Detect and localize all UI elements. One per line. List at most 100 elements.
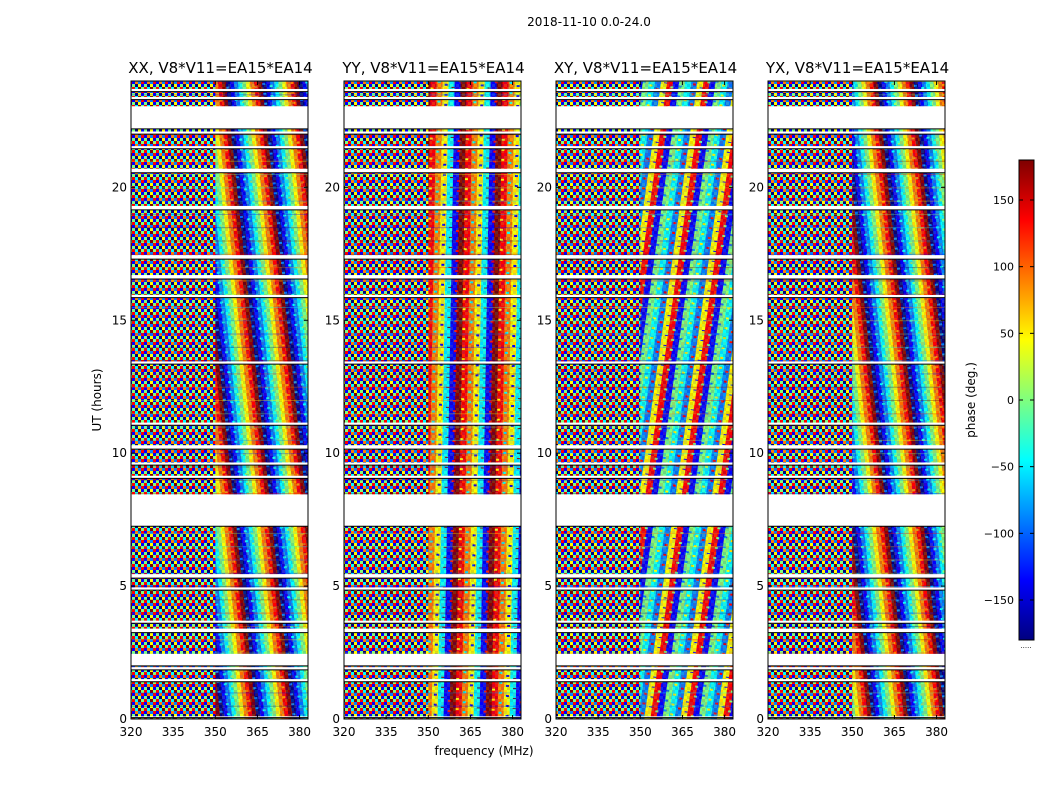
x-tick-label: 320 <box>120 725 143 739</box>
colorbar-tick-label: −150 <box>984 594 1014 607</box>
flagged-gap <box>344 146 521 149</box>
colorbar-tick-label: 0 <box>1007 394 1014 407</box>
flagged-gap <box>556 587 733 591</box>
flagged-gap <box>344 653 521 666</box>
figure-title: 2018-11-10 0.0-24.0 <box>527 15 651 29</box>
phase-image-yx <box>768 81 945 719</box>
flagged-gap <box>556 131 733 135</box>
panel-yy: YY, V8*V11=EA15*EA14 320 335 350 365 380 0 5 10 1… <box>325 59 525 739</box>
flagged-gap <box>556 494 733 527</box>
x-tick-label: 380 <box>713 725 736 739</box>
flagged-gap <box>768 422 945 426</box>
flagged-gap <box>131 620 308 624</box>
colorbar-footer: ..... <box>1020 642 1031 650</box>
flagged-gap <box>768 255 945 260</box>
flagged-gap <box>768 679 945 682</box>
x-tick-label: 380 <box>501 725 524 739</box>
flagged-gap <box>556 716 733 718</box>
flagged-gap <box>556 628 733 633</box>
flagged-gap <box>556 574 733 579</box>
flagged-gap <box>556 462 733 466</box>
flagged-gap <box>556 445 733 450</box>
flagged-gap <box>131 255 308 260</box>
x-tick-label: 350 <box>841 725 864 739</box>
y-tick-label: 0 <box>756 712 764 726</box>
flagged-gap <box>768 628 945 633</box>
x-tick-label: 380 <box>288 725 311 739</box>
colorbar-tick-label: −100 <box>984 527 1014 540</box>
flagged-gap <box>768 494 945 527</box>
x-tick-label: 350 <box>204 725 227 739</box>
panel-title-xy: XY, V8*V11=EA15*EA14 <box>554 59 737 77</box>
flagged-gap <box>556 88 733 92</box>
flagged-gap <box>344 131 521 135</box>
flagged-gap <box>344 96 521 100</box>
flagged-gap <box>344 620 521 624</box>
flagged-gap <box>556 653 733 666</box>
flagged-gap <box>768 205 945 210</box>
flagged-gap <box>768 106 945 129</box>
flagged-gap <box>556 679 733 682</box>
flagged-gap <box>344 494 521 527</box>
flagged-gap <box>344 587 521 591</box>
y-tick-label: 10 <box>537 446 552 460</box>
flagged-gap <box>131 275 308 280</box>
flagged-gap <box>768 88 945 92</box>
flagged-gap <box>344 361 521 365</box>
y-tick-label: 10 <box>112 446 127 460</box>
flagged-gap <box>556 106 733 129</box>
flagged-gap <box>344 667 521 670</box>
flagged-gap <box>344 574 521 579</box>
colorbar-label: phase (deg.) <box>964 362 978 438</box>
flagged-gap <box>344 679 521 682</box>
colorbar: −150 −100 −50 0 50 100 150 <box>984 159 1035 641</box>
flagged-gap <box>556 294 733 298</box>
flagged-gap <box>131 494 308 527</box>
flagged-gap <box>768 475 945 479</box>
panel-title-yy: YY, V8*V11=EA15*EA14 <box>341 59 524 77</box>
x-tick-label: 320 <box>545 725 568 739</box>
flagged-gap <box>556 275 733 280</box>
flagged-gap <box>131 716 308 718</box>
flagged-gap <box>768 620 945 624</box>
x-tick-label: 380 <box>925 725 948 739</box>
y-tick-label: 5 <box>756 579 764 593</box>
y-tick-label: 10 <box>325 446 340 460</box>
flagged-gap <box>344 205 521 210</box>
flagged-gap <box>768 462 945 466</box>
flagged-gap <box>556 475 733 479</box>
flagged-gap <box>768 574 945 579</box>
flagged-gap <box>131 679 308 682</box>
flagged-gap <box>344 462 521 466</box>
x-tick-label: 365 <box>671 725 694 739</box>
flagged-gap <box>556 146 733 149</box>
y-tick-label: 20 <box>112 180 127 194</box>
phase-image-yy <box>344 81 521 719</box>
flagged-gap <box>556 255 733 260</box>
flagged-gap <box>131 131 308 135</box>
panel-title-xx: XX, V8*V11=EA15*EA14 <box>128 59 312 77</box>
y-axis-label: UT (hours) <box>90 368 104 431</box>
flagged-gap <box>556 168 733 173</box>
flagged-gap <box>131 146 308 149</box>
flagged-gap <box>768 96 945 100</box>
flagged-gap <box>344 275 521 280</box>
flagged-gap <box>344 475 521 479</box>
y-tick-label: 0 <box>332 712 340 726</box>
flagged-gap <box>131 88 308 92</box>
flagged-gap <box>768 168 945 173</box>
y-tick-label: 5 <box>544 579 552 593</box>
flagged-gap <box>131 445 308 450</box>
flagged-gap <box>556 667 733 670</box>
y-tick-label: 20 <box>325 180 340 194</box>
flagged-gap <box>344 422 521 426</box>
x-tick-label: 335 <box>799 725 822 739</box>
flagged-gap <box>344 106 521 129</box>
flagged-gap <box>556 361 733 365</box>
flagged-gap <box>768 275 945 280</box>
panels: XX, V8*V11=EA15*EA14 320 335 350 365 380 0 5 10 1… <box>112 59 949 739</box>
x-tick-label: 335 <box>162 725 185 739</box>
flagged-gap <box>131 96 308 100</box>
flagged-gap <box>131 462 308 466</box>
flagged-gap <box>131 628 308 633</box>
